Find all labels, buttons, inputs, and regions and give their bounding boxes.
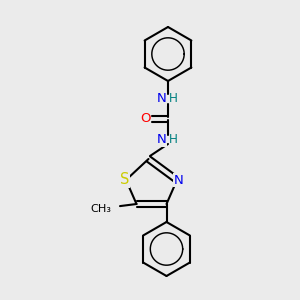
Text: S: S (120, 172, 129, 188)
Text: N: N (157, 92, 166, 106)
Text: N: N (174, 173, 183, 187)
Text: CH₃: CH₃ (90, 203, 111, 214)
Text: H: H (169, 133, 178, 146)
Text: H: H (169, 92, 178, 106)
Text: O: O (140, 112, 151, 125)
Text: N: N (157, 133, 166, 146)
